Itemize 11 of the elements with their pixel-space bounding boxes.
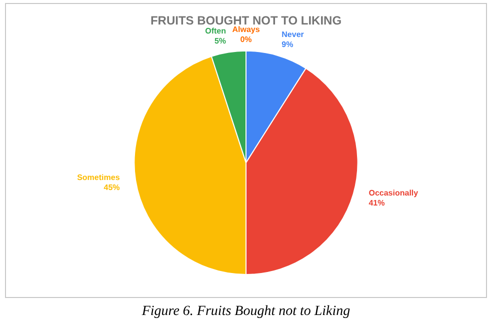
- slice-label: Sometimes: [77, 172, 120, 182]
- data-label: 41%: [368, 198, 385, 208]
- data-label: 9%: [282, 40, 294, 50]
- slice-label: Never: [282, 30, 304, 40]
- data-label: 45%: [104, 182, 120, 192]
- category-label: Always: [232, 25, 260, 34]
- caption: Figure 6. Fruits Bought not to Liking: [140, 304, 352, 320]
- data-label: 5%: [214, 36, 226, 46]
- slice-label: Occasionally: [368, 188, 419, 198]
- text: 0%: [240, 35, 252, 44]
- slice-label: Often: [205, 26, 226, 36]
